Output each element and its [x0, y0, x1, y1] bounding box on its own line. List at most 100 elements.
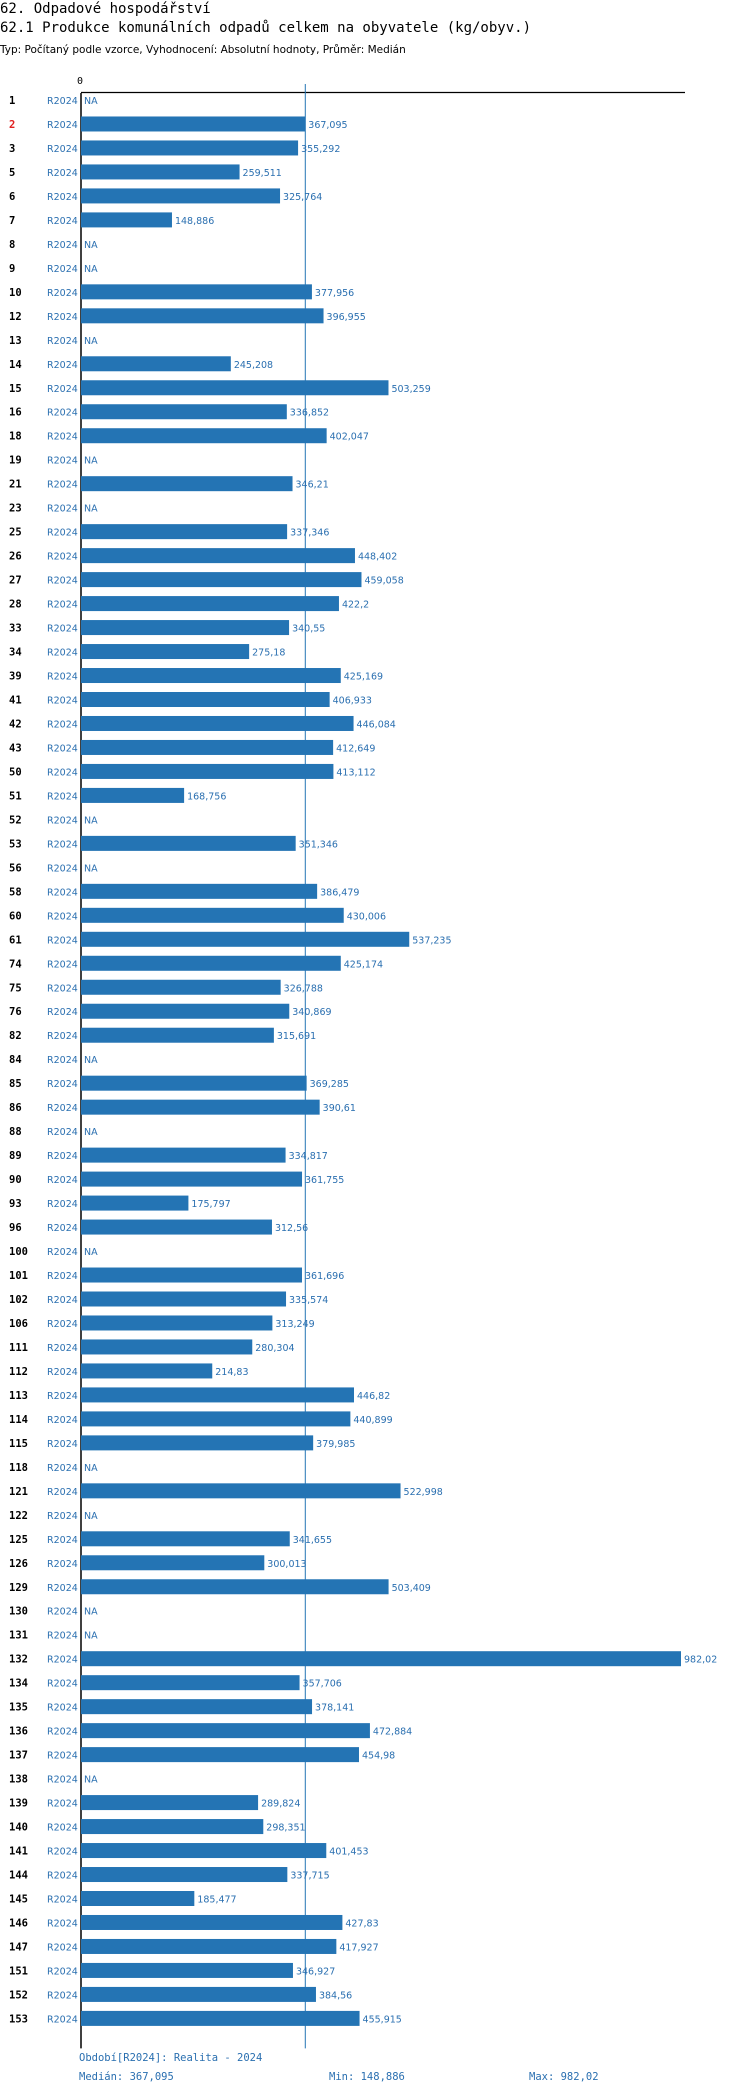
row-id-label: 96 — [9, 1222, 22, 1234]
bar-value-label: 455,915 — [363, 2014, 402, 2025]
row-id-label: 12 — [9, 311, 22, 323]
bar — [81, 1315, 273, 1331]
na-label: NA — [84, 1631, 98, 1642]
row-id-label: 51 — [9, 790, 22, 802]
na-label: NA — [84, 456, 98, 467]
row-period-label: R2024 — [47, 1175, 78, 1186]
bar-value-label: 289,824 — [261, 1799, 300, 1810]
footer-period: Období[R2024]: Realita - 2024 — [79, 2052, 263, 2064]
bar-value-label: 422,2 — [342, 600, 369, 611]
bar-value-label: 341,655 — [293, 1535, 332, 1546]
bar — [81, 188, 281, 204]
row-id-label: 61 — [9, 934, 22, 946]
bar — [81, 1938, 337, 1954]
bar-value-label: 214,83 — [215, 1367, 248, 1378]
bar — [81, 476, 293, 492]
bar — [81, 1531, 290, 1547]
row-id-label: 112 — [9, 1366, 28, 1378]
bar — [81, 1675, 300, 1691]
row-period-label: R2024 — [47, 1007, 78, 1018]
bar-value-label: 378,141 — [315, 1703, 354, 1714]
row-period-label: R2024 — [47, 96, 78, 107]
row-id-label: 139 — [9, 1798, 28, 1810]
bar-value-label: 259,511 — [243, 168, 282, 179]
bar — [81, 1747, 359, 1763]
bar — [81, 1291, 287, 1307]
bar — [81, 212, 172, 228]
bar — [81, 1339, 253, 1355]
row-id-label: 151 — [9, 1965, 28, 1977]
row-id-label: 75 — [9, 982, 22, 994]
row-period-label: R2024 — [47, 1463, 78, 1474]
bar-value-label: 417,927 — [339, 1942, 378, 1953]
row-period-label: R2024 — [47, 1199, 78, 1210]
bar — [81, 572, 362, 588]
bar-value-label: 377,956 — [315, 288, 354, 299]
row-period-label: R2024 — [47, 1103, 78, 1114]
row-id-label: 140 — [9, 1822, 28, 1834]
bar — [81, 380, 389, 396]
bar — [81, 2010, 360, 2026]
row-period-label: R2024 — [47, 1367, 78, 1378]
row-period-label: R2024 — [47, 312, 78, 323]
row-period-label: R2024 — [47, 1583, 78, 1594]
row-id-label: 42 — [9, 718, 22, 730]
bar-value-label: 406,933 — [333, 696, 372, 707]
bar-value-label: 346,21 — [296, 480, 329, 491]
row-id-label: 115 — [9, 1438, 28, 1450]
row-period-label: R2024 — [47, 216, 78, 227]
row-period-label: R2024 — [47, 1918, 78, 1929]
na-label: NA — [84, 863, 98, 874]
bar — [81, 1914, 343, 1930]
bar-value-label: 384,56 — [319, 1990, 352, 2001]
bar — [81, 404, 287, 420]
na-label: NA — [84, 815, 98, 826]
row-period-label: R2024 — [47, 1847, 78, 1858]
row-id-label: 86 — [9, 1102, 22, 1114]
row-period-label: R2024 — [47, 815, 78, 826]
row-id-label: 144 — [9, 1870, 28, 1882]
bar — [81, 883, 318, 899]
bar — [81, 164, 240, 180]
row-id-label: 21 — [9, 479, 22, 491]
row-period-label: R2024 — [47, 1631, 78, 1642]
bar-value-label: 430,006 — [347, 911, 386, 922]
bar — [81, 548, 355, 564]
row-id-label: 132 — [9, 1654, 28, 1666]
bar — [81, 907, 344, 923]
bar-value-label: 300,013 — [267, 1559, 306, 1570]
bar-value-label: 357,706 — [303, 1679, 342, 1690]
row-id-label: 28 — [9, 599, 22, 611]
bar — [81, 140, 299, 156]
bar — [81, 1843, 327, 1859]
bar-value-label: 412,649 — [336, 743, 375, 754]
bar-value-label: 379,985 — [316, 1439, 355, 1450]
zero-tick-label: 0 — [77, 76, 83, 87]
bar — [81, 644, 250, 660]
row-id-label: 102 — [9, 1294, 28, 1306]
bar — [81, 1027, 274, 1043]
row-id-label: 152 — [9, 1989, 28, 2001]
bar-value-label: 386,479 — [320, 887, 359, 898]
row-id-label: 100 — [9, 1246, 28, 1258]
bar-value-label: 334,817 — [289, 1151, 328, 1162]
row-id-label: 27 — [9, 575, 22, 587]
row-id-label: 19 — [9, 455, 22, 467]
row-period-label: R2024 — [47, 624, 78, 635]
row-id-label: 88 — [9, 1126, 22, 1138]
bar-value-label: 185,477 — [197, 1895, 236, 1906]
row-id-label: 26 — [9, 551, 22, 563]
row-period-label: R2024 — [47, 1655, 78, 1666]
row-period-label: R2024 — [47, 935, 78, 946]
row-period-label: R2024 — [47, 1559, 78, 1570]
row-id-label: 9 — [9, 263, 15, 275]
bar-value-label: 427,83 — [345, 1918, 378, 1929]
row-id-label: 125 — [9, 1534, 28, 1546]
bar — [81, 787, 185, 803]
row-period-label: R2024 — [47, 240, 78, 251]
row-id-label: 52 — [9, 814, 22, 826]
row-id-label: 50 — [9, 766, 22, 778]
row-id-label: 121 — [9, 1486, 28, 1498]
row-period-label: R2024 — [47, 719, 78, 730]
row-period-label: R2024 — [47, 144, 78, 155]
